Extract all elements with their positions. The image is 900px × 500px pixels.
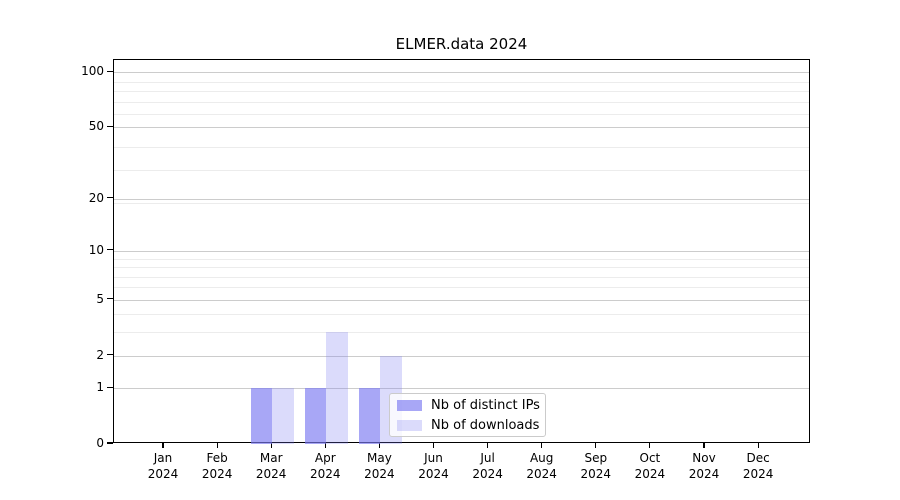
x-tick-mark	[595, 443, 597, 448]
legend-label-distinct-ips: Nb of distinct IPs	[431, 397, 540, 413]
x-tick-mark	[378, 443, 380, 448]
x-tick-label: Dec 2024	[742, 451, 774, 481]
bar	[250, 388, 273, 444]
y-tick-label: 50	[88, 119, 104, 134]
legend-item-distinct-ips: Nb of distinct IPs	[397, 398, 545, 413]
x-tick-label: Feb 2024	[201, 451, 233, 481]
minor-gridline	[114, 267, 809, 268]
x-tick-label: Sep 2024	[580, 451, 612, 481]
legend: Nb of distinct IPs Nb of downloads	[389, 393, 546, 437]
chart-title: ELMER.data 2024	[395, 35, 528, 53]
minor-gridline	[114, 146, 809, 148]
x-tick-mark	[541, 443, 543, 448]
major-gridline	[114, 388, 809, 390]
y-tick-mark	[107, 249, 113, 251]
legend-item-downloads: Nb of downloads	[397, 418, 545, 433]
major-gridline	[114, 127, 809, 129]
plot-area	[113, 59, 810, 444]
y-tick-mark	[107, 298, 113, 300]
x-tick-label: Jul 2024	[472, 451, 503, 481]
y-tick-label: 0	[96, 436, 104, 450]
x-tick-mark	[432, 443, 435, 448]
y-tick-label: 1	[96, 380, 104, 395]
y-tick-mark	[107, 442, 113, 444]
y-tick-mark	[107, 386, 113, 388]
y-tick-label: 100	[81, 64, 104, 79]
x-tick-label: Nov 2024	[688, 451, 720, 481]
x-tick-mark	[162, 443, 164, 448]
x-tick-label: Jun 2024	[418, 451, 449, 481]
minor-gridline	[114, 276, 809, 278]
x-tick-label: Apr 2024	[310, 451, 341, 481]
bar	[272, 388, 294, 444]
minor-gridline	[114, 258, 809, 260]
minor-gridline	[114, 81, 809, 83]
y-tick-mark	[107, 353, 113, 356]
y-tick-mark	[107, 70, 113, 72]
x-tick-mark	[703, 443, 705, 448]
major-gridline	[114, 250, 809, 252]
legend-swatch-distinct-ips-icon	[397, 399, 422, 411]
x-tick-label: Mar 2024	[255, 451, 287, 481]
y-tick-mark	[107, 125, 113, 127]
bar	[358, 388, 381, 444]
x-tick-mark	[324, 443, 326, 448]
minor-gridline	[114, 114, 809, 116]
legend-swatch-downloads-icon	[397, 419, 422, 431]
y-tick-label: 10	[88, 242, 104, 257]
x-tick-mark	[270, 443, 272, 448]
x-tick-mark	[649, 443, 651, 448]
bar	[326, 332, 348, 444]
x-tick-label: Jan 2024	[147, 451, 179, 481]
x-tick-mark	[487, 443, 489, 448]
major-gridline	[114, 72, 809, 74]
major-gridline	[114, 198, 809, 200]
y-tick-label: 2	[96, 347, 104, 362]
y-tick-label: 5	[96, 291, 104, 306]
minor-gridline	[114, 314, 809, 316]
x-tick-label: May 2024	[364, 451, 395, 481]
minor-gridline	[114, 287, 809, 289]
y-tick-mark	[107, 197, 113, 199]
legend-label-downloads: Nb of downloads	[431, 417, 540, 433]
minor-gridline	[114, 332, 809, 334]
x-tick-mark	[757, 443, 759, 448]
x-tick-label: Oct 2024	[634, 451, 666, 481]
x-tick-label: Aug 2024	[526, 451, 557, 481]
y-tick-label: 20	[88, 190, 104, 205]
minor-gridline	[114, 202, 809, 204]
major-gridline	[114, 299, 809, 301]
minor-gridline	[114, 170, 809, 171]
x-tick-mark	[216, 443, 218, 448]
bar	[304, 388, 327, 444]
major-gridline	[114, 355, 809, 357]
minor-gridline	[114, 101, 809, 103]
minor-gridline	[114, 91, 809, 92]
